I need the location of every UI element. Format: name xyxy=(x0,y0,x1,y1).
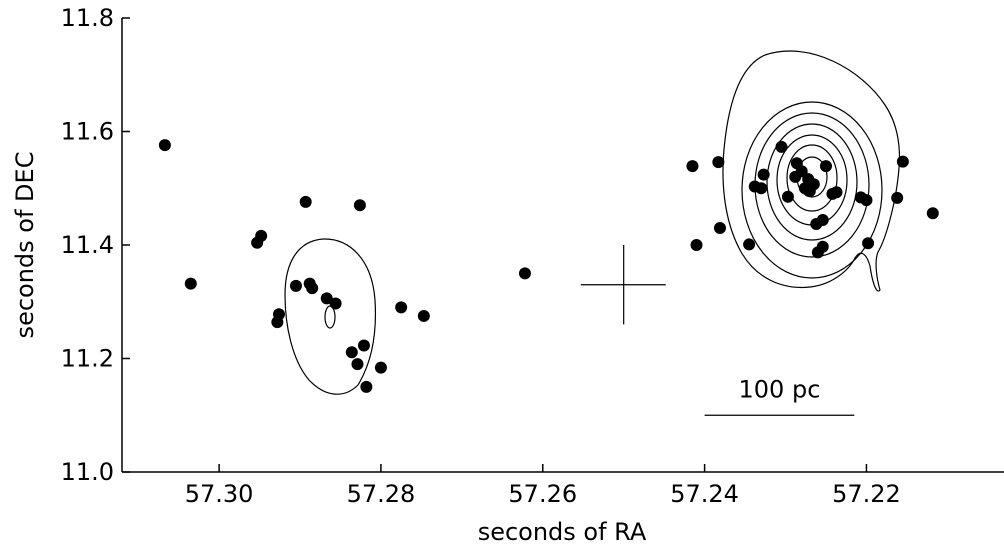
data-point xyxy=(891,191,904,204)
y-tick-label: 11.6 xyxy=(61,118,114,146)
x-axis-title: seconds of RA xyxy=(478,518,647,546)
data-point xyxy=(713,221,726,234)
x-tick-label: 57.30 xyxy=(185,480,254,508)
y-ticks: 11.0 11.2 11.4 11.6 11.8 xyxy=(61,4,130,486)
data-point xyxy=(329,297,342,310)
data-point xyxy=(757,168,770,181)
data-points xyxy=(158,139,939,393)
data-point xyxy=(816,240,829,253)
data-point xyxy=(795,165,808,178)
data-point xyxy=(357,339,370,352)
contour-right-outer xyxy=(722,50,900,292)
data-point xyxy=(686,160,699,173)
data-point xyxy=(743,238,756,251)
x-tick-label: 57.26 xyxy=(508,480,577,508)
data-point xyxy=(158,139,171,152)
data-point xyxy=(896,155,909,168)
data-point xyxy=(299,195,312,208)
y-tick-label: 11.2 xyxy=(61,345,114,373)
data-point xyxy=(345,346,358,359)
contour-right-6 xyxy=(786,144,838,212)
data-point xyxy=(862,237,875,250)
x-ticks: 57.30 57.28 57.26 57.24 57.22 xyxy=(185,464,901,508)
data-point xyxy=(926,207,939,220)
data-point xyxy=(807,178,820,191)
cross-marker xyxy=(580,245,666,325)
data-point xyxy=(255,229,268,242)
data-point xyxy=(320,292,333,305)
y-axis-title: seconds of DEC xyxy=(11,152,39,339)
x-tick-label: 57.24 xyxy=(670,480,739,508)
data-point xyxy=(374,361,387,374)
y-tick-label: 11.0 xyxy=(61,458,114,486)
scale-bar: 100 pc xyxy=(704,375,855,416)
data-point xyxy=(272,308,285,321)
y-tick-label: 11.4 xyxy=(61,231,114,259)
x-tick-label: 57.22 xyxy=(832,480,901,508)
data-point xyxy=(860,194,873,207)
data-point xyxy=(690,239,703,251)
data-point xyxy=(712,156,725,169)
data-point xyxy=(816,214,829,227)
data-point xyxy=(360,380,373,393)
data-point xyxy=(830,186,843,199)
data-point xyxy=(353,199,366,212)
data-point xyxy=(775,140,788,153)
data-point xyxy=(184,277,197,290)
data-point xyxy=(781,190,794,203)
data-point xyxy=(417,309,430,322)
data-point xyxy=(518,267,531,280)
data-point xyxy=(819,160,832,173)
contour-left-outer xyxy=(284,238,376,395)
x-tick-label: 57.28 xyxy=(347,480,416,508)
contour-left-inner xyxy=(324,305,336,329)
data-point xyxy=(306,282,319,295)
scale-bar-label: 100 pc xyxy=(739,375,821,403)
data-point xyxy=(395,301,408,314)
contour-right-2 xyxy=(741,101,883,279)
data-point xyxy=(755,182,768,195)
data-point xyxy=(289,279,302,292)
contour-right-4 xyxy=(766,123,858,241)
y-tick-label: 11.8 xyxy=(61,4,114,32)
data-point xyxy=(351,358,364,371)
